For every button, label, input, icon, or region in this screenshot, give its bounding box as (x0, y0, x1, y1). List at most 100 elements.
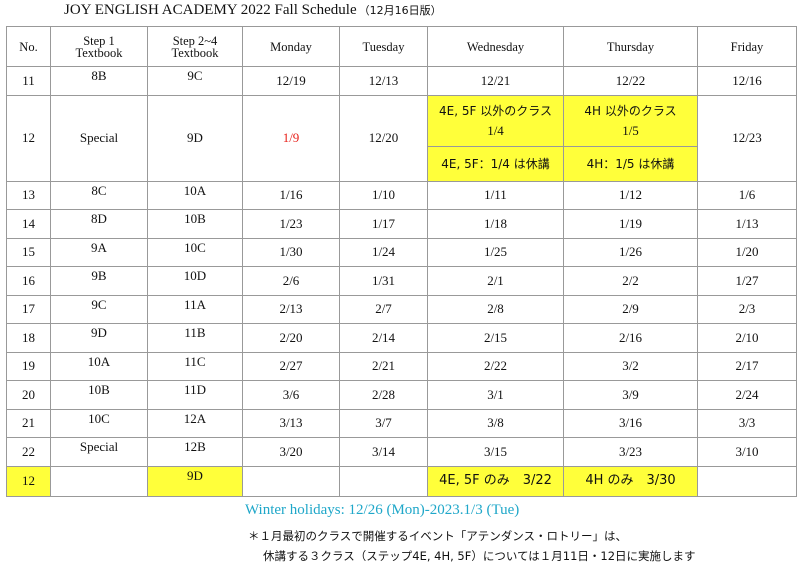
cell-step2: 11C (147, 351, 243, 381)
cell-tuesday: 2/14 (339, 323, 428, 353)
cell-step2: 9C (147, 66, 243, 96)
cell-no: 12 (6, 94, 51, 182)
footnote-line-1: ＊１月最初のクラスで開催するイベント「アテンダンス・ロトリー」は、 (248, 529, 628, 543)
cell-monday: 1/16 (242, 180, 340, 210)
cell-step1 (50, 465, 148, 497)
thursday-class-note: 4H 以外のクラス (584, 103, 677, 118)
cell-wednesday: 1/25 (427, 237, 564, 267)
cell-wednesday: 2/15 (427, 323, 564, 353)
cell-step1: 9A (50, 237, 148, 267)
table-row: 19 10A 11C 2/27 2/21 2/22 3/2 2/17 (6, 351, 797, 381)
cell-thursday: 4H のみ 3/30 (563, 465, 698, 497)
cell-step2: 10D (147, 266, 243, 296)
table-row: 14 8D 10B 1/23 1/17 1/18 1/19 1/13 (6, 209, 797, 239)
cell-step1: 8B (50, 66, 148, 96)
cell-tuesday: 12/20 (339, 94, 428, 182)
cell-step2: 11D (147, 380, 243, 410)
cell-tuesday: 3/14 (339, 437, 428, 467)
cell-monday: 3/20 (242, 437, 340, 467)
cell-thursday: 12/22 (563, 66, 698, 96)
thursday-date: 1/5 (622, 122, 639, 138)
cell-tuesday: 12/13 (339, 66, 428, 96)
cell-monday-highlighted-date: 1/9 (242, 94, 340, 182)
cell-no: 11 (6, 66, 51, 96)
cell-no: 16 (6, 266, 51, 296)
cell-tuesday: 1/10 (339, 180, 428, 210)
cell-wednesday: 1/11 (427, 180, 564, 210)
cell-wednesday: 3/15 (427, 437, 564, 467)
cell-step1: 10B (50, 380, 148, 410)
cell-no: 18 (6, 323, 51, 353)
header-step1: Step 1 Textbook (50, 26, 148, 67)
cell-monday: 3/13 (242, 408, 340, 438)
cell-no: 22 (6, 437, 51, 467)
cell-monday: 12/19 (242, 66, 340, 96)
table-row: 18 9D 11B 2/20 2/14 2/15 2/16 2/10 (6, 323, 797, 353)
table-row: 17 9C 11A 2/13 2/7 2/8 2/9 2/3 (6, 294, 797, 324)
cell-friday: 2/17 (697, 351, 797, 381)
cell-thursday: 3/16 (563, 408, 698, 438)
cell-thursday: 2/16 (563, 323, 698, 353)
cell-friday: 1/6 (697, 180, 797, 210)
cell-wednesday: 4E, 5F のみ 3/22 (427, 465, 564, 497)
cell-friday: 12/16 (697, 66, 797, 96)
cell-monday: 2/27 (242, 351, 340, 381)
schedule-table: No. Step 1 Textbook Step 2~4 Textbook Mond… (6, 26, 797, 497)
cell-step2: 12B (147, 437, 243, 467)
cell-wednesday: 1/18 (427, 209, 564, 239)
cell-step2: 9D (147, 465, 243, 497)
cell-wednesday: 2/8 (427, 294, 564, 324)
cell-step2: 11B (147, 323, 243, 353)
thursday-cancel-note: 4H：1/5 は休講 (586, 156, 675, 171)
cell-wednesday: 2/1 (427, 266, 564, 296)
cell-no: 13 (6, 180, 51, 210)
makeup-row: 12 9D 4E, 5F のみ 3/22 4H のみ 3/30 (6, 465, 797, 497)
cell-step1: 9D (50, 323, 148, 353)
cell-wednesday-split: 4E, 5F 以外のクラス 1/4 4E, 5F：1/4 は休講 (427, 94, 564, 182)
cell-thursday: 1/12 (563, 180, 698, 210)
wednesday-class-note: 4E, 5F 以外のクラス (439, 103, 552, 118)
cell-tuesday: 1/24 (339, 237, 428, 267)
winter-holidays: Winter holidays: 12/26 (Mon)-2023.1/3 (T… (245, 502, 520, 518)
table-row: 22 Special 12B 3/20 3/14 3/15 3/23 3/10 (6, 437, 797, 467)
cell-wednesday: 2/22 (427, 351, 564, 381)
table-row: 11 8B 9C 12/19 12/13 12/21 12/22 12/16 (6, 66, 797, 96)
header-step2: Step 2~4 Textbook (147, 26, 243, 67)
cell-wednesday: 12/21 (427, 66, 564, 96)
header-monday: Monday (242, 26, 340, 67)
cell-thursday: 2/9 (563, 294, 698, 324)
cell-thursday: 1/19 (563, 209, 698, 239)
cell-thursday: 1/26 (563, 237, 698, 267)
cell-no: 15 (6, 237, 51, 267)
cell-thursday: 3/23 (563, 437, 698, 467)
cell-step1: 8C (50, 180, 148, 210)
title-edition: （12月16日版） (358, 4, 442, 17)
cell-no: 20 (6, 380, 51, 410)
cell-step2: 9D (147, 94, 243, 182)
cell-monday (242, 465, 340, 497)
header-row: No. Step 1 Textbook Step 2~4 Textbook Mond… (6, 26, 797, 67)
document-title: JOY ENGLISH ACADEMY 2022 Fall Schedule （1… (64, 2, 442, 19)
cell-thursday: 3/9 (563, 380, 698, 410)
header-thursday: Thursday (563, 26, 698, 67)
cell-no: 17 (6, 294, 51, 324)
cell-monday: 3/6 (242, 380, 340, 410)
cell-friday: 1/27 (697, 266, 797, 296)
footnote-line-2: 休講する３クラス（ステップ4E, 4H, 5F）については１月11日・12日に実… (263, 549, 696, 563)
cell-step1: 8D (50, 209, 148, 239)
table-row: 15 9A 10C 1/30 1/24 1/25 1/26 1/20 (6, 237, 797, 267)
cell-tuesday: 1/31 (339, 266, 428, 296)
cell-step1: 10C (50, 408, 148, 438)
cell-thursday: 3/2 (563, 351, 698, 381)
cell-tuesday: 2/21 (339, 351, 428, 381)
cell-tuesday: 2/7 (339, 294, 428, 324)
cell-no: 14 (6, 209, 51, 239)
table-row: 12 Special 9D 1/9 12/20 4E, 5F 以外のクラス 1/… (6, 94, 797, 182)
cell-step2: 12A (147, 408, 243, 438)
cell-wednesday: 3/1 (427, 380, 564, 410)
cell-friday: 3/10 (697, 437, 797, 467)
cell-thursday-split: 4H 以外のクラス 1/5 4H：1/5 は休講 (563, 94, 698, 182)
header-tuesday: Tuesday (339, 26, 428, 67)
title-main: JOY ENGLISH ACADEMY 2022 Fall Schedule (64, 2, 357, 18)
cell-monday: 2/6 (242, 266, 340, 296)
